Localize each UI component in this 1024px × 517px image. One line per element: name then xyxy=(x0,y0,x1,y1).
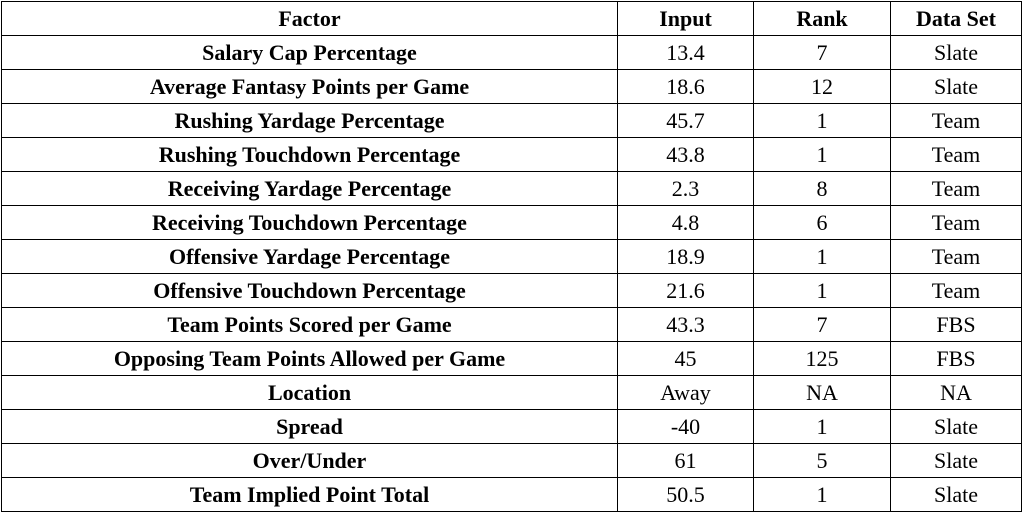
rank-cell: 7 xyxy=(753,307,891,342)
input-cell: 13.4 xyxy=(617,35,754,70)
factor-cell: Offensive Yardage Percentage xyxy=(1,239,618,274)
rank-cell: 1 xyxy=(753,409,891,444)
table-row: Opposing Team Points Allowed per Game 45 1… xyxy=(1,341,1022,376)
table-row: Over/Under 61 5 Slate xyxy=(1,443,1022,478)
table-header: Factor Input Rank Data Set xyxy=(1,1,1022,36)
data-set-cell: Team xyxy=(890,205,1022,240)
rank-cell: NA xyxy=(753,375,891,410)
factor-cell: Salary Cap Percentage xyxy=(1,35,618,70)
data-set-cell: Team xyxy=(890,103,1022,138)
rank-cell: 5 xyxy=(753,443,891,478)
factor-cell: Team Points Scored per Game xyxy=(1,307,618,342)
rank-cell: 12 xyxy=(753,69,891,104)
factor-cell: Over/Under xyxy=(1,443,618,478)
input-cell: 43.8 xyxy=(617,137,754,172)
input-cell: 4.8 xyxy=(617,205,754,240)
factor-cell: Average Fantasy Points per Game xyxy=(1,69,618,104)
input-cell: 61 xyxy=(617,443,754,478)
data-set-cell: Slate xyxy=(890,477,1022,512)
table-row: Team Points Scored per Game 43.3 7 FBS xyxy=(1,307,1022,342)
input-cell: 18.9 xyxy=(617,239,754,274)
table-row: Team Implied Point Total 50.5 1 Slate xyxy=(1,477,1022,512)
table-row: Spread -40 1 Slate xyxy=(1,409,1022,444)
table-row: Salary Cap Percentage 13.4 7 Slate xyxy=(1,35,1022,70)
rank-cell: 8 xyxy=(753,171,891,206)
table-row: Offensive Yardage Percentage 18.9 1 Team xyxy=(1,239,1022,274)
factor-cell: Rushing Yardage Percentage xyxy=(1,103,618,138)
table-body: Salary Cap Percentage 13.4 7 Slate Average F… xyxy=(1,35,1022,512)
table-row: Rushing Yardage Percentage 45.7 1 Team xyxy=(1,103,1022,138)
header-row: Factor Input Rank Data Set xyxy=(1,1,1022,36)
input-cell: Away xyxy=(617,375,754,410)
table-row: Rushing Touchdown Percentage 43.8 1 Team xyxy=(1,137,1022,172)
factor-cell: Team Implied Point Total xyxy=(1,477,618,512)
factor-cell: Rushing Touchdown Percentage xyxy=(1,137,618,172)
header-input: Input xyxy=(617,1,754,36)
header-factor: Factor xyxy=(1,1,618,36)
rank-cell: 1 xyxy=(753,103,891,138)
factor-cell: Spread xyxy=(1,409,618,444)
factor-cell: Location xyxy=(1,375,618,410)
data-set-cell: NA xyxy=(890,375,1022,410)
data-set-cell: Slate xyxy=(890,69,1022,104)
rank-cell: 1 xyxy=(753,239,891,274)
rank-cell: 7 xyxy=(753,35,891,70)
input-cell: 50.5 xyxy=(617,477,754,512)
rank-cell: 125 xyxy=(753,341,891,376)
data-set-cell: Team xyxy=(890,137,1022,172)
table-row: Receiving Yardage Percentage 2.3 8 Team xyxy=(1,171,1022,206)
header-rank: Rank xyxy=(753,1,891,36)
data-set-cell: FBS xyxy=(890,341,1022,376)
input-cell: 45.7 xyxy=(617,103,754,138)
rank-cell: 1 xyxy=(753,477,891,512)
table-row: Offensive Touchdown Percentage 21.6 1 Team xyxy=(1,273,1022,308)
data-set-cell: Slate xyxy=(890,35,1022,70)
input-cell: -40 xyxy=(617,409,754,444)
factor-cell: Receiving Yardage Percentage xyxy=(1,171,618,206)
header-data-set: Data Set xyxy=(890,1,1022,36)
factor-cell: Receiving Touchdown Percentage xyxy=(1,205,618,240)
input-cell: 2.3 xyxy=(617,171,754,206)
data-set-cell: Team xyxy=(890,273,1022,308)
input-cell: 45 xyxy=(617,341,754,376)
data-set-cell: Team xyxy=(890,239,1022,274)
factor-cell: Offensive Touchdown Percentage xyxy=(1,273,618,308)
data-set-cell: Slate xyxy=(890,409,1022,444)
table-row: Average Fantasy Points per Game 18.6 12 Sla… xyxy=(1,69,1022,104)
data-set-cell: Slate xyxy=(890,443,1022,478)
input-cell: 21.6 xyxy=(617,273,754,308)
input-cell: 18.6 xyxy=(617,69,754,104)
rank-cell: 1 xyxy=(753,273,891,308)
rank-cell: 6 xyxy=(753,205,891,240)
data-set-cell: Team xyxy=(890,171,1022,206)
data-set-cell: FBS xyxy=(890,307,1022,342)
table-row: Location Away NA NA xyxy=(1,375,1022,410)
rank-cell: 1 xyxy=(753,137,891,172)
table-row: Receiving Touchdown Percentage 4.8 6 Team xyxy=(1,205,1022,240)
input-cell: 43.3 xyxy=(617,307,754,342)
factor-cell: Opposing Team Points Allowed per Game xyxy=(1,341,618,376)
